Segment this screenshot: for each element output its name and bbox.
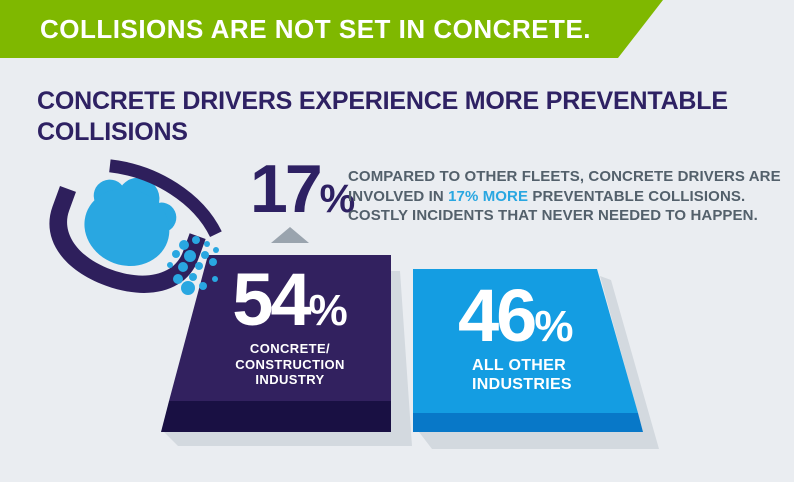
page-title-line1: CONCRETE DRIVERS EXPERIENCE MORE PREVENT… <box>37 87 728 115</box>
callout-percent-sign: % <box>319 177 356 221</box>
concrete-block-face <box>169 255 391 401</box>
concrete-block-percent-sign: % <box>308 286 348 335</box>
other-block-percent-sign: % <box>534 302 574 351</box>
callout-number: 17 <box>250 151 323 227</box>
other-block-label-line1: ALL OTHER <box>472 357 566 374</box>
callout-desc-line2-pre: INVOLVED IN <box>348 187 449 205</box>
arrow-up-icon <box>271 227 309 243</box>
other-block-label-line2: INDUSTRIES <box>472 376 572 393</box>
banner-title: COLLISIONS ARE NOT SET IN CONCRETE. <box>40 14 592 44</box>
other-block-value: 46% <box>458 279 573 374</box>
chute-bowl <box>49 186 206 293</box>
other-block-base <box>413 413 643 432</box>
page-title-line2: COLLISIONS <box>37 118 188 146</box>
concrete-block-label-line2: CONSTRUCTION <box>235 356 345 372</box>
concrete-block-base <box>161 401 391 432</box>
concrete-block-label: CONCRETE/ CONSTRUCTION INDUSTRY <box>190 341 390 388</box>
other-block-label: ALL OTHER INDUSTRIES <box>472 356 572 394</box>
callout-value: 17% <box>250 153 355 244</box>
concrete-block-number: 54 <box>232 258 311 341</box>
concrete-blob <box>84 177 177 266</box>
callout-desc-line1: COMPARED TO OTHER FLEETS, CONCRETE DRIVE… <box>348 168 781 185</box>
other-block-number: 46 <box>458 274 537 357</box>
concrete-block-label-line1: CONCRETE/ <box>249 341 331 356</box>
concrete-drip-dots <box>167 236 219 295</box>
chute-lip <box>109 159 222 238</box>
callout-description: COMPARED TO OTHER FLEETS, CONCRETE DRIVE… <box>348 167 781 226</box>
callout-desc-line2-post: PREVENTABLE COLLISIONS. <box>528 187 746 205</box>
other-block-face <box>413 269 638 413</box>
concrete-chute-icon <box>49 159 222 295</box>
callout-desc-line3: COSTLY INCIDENTS THAT NEVER NEEDED TO HA… <box>348 207 758 224</box>
concrete-block-value: 54% <box>190 263 390 358</box>
banner-ribbon <box>0 0 663 58</box>
callout-desc-line2: INVOLVED IN 17% MORE PREVENTABLE COLLISI… <box>348 187 781 207</box>
concrete-block-label-line3: INDUSTRY <box>255 372 325 387</box>
callout-highlight: 17% MORE <box>448 187 529 205</box>
page-title: CONCRETE DRIVERS EXPERIENCE MORE PREVENT… <box>37 86 728 148</box>
